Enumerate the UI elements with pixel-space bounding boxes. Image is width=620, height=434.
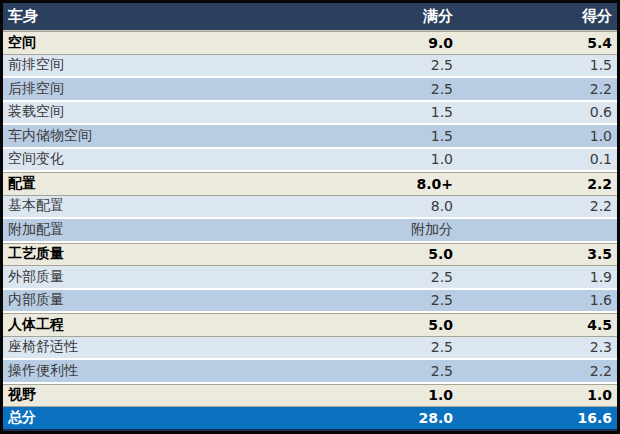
table-row: 附加配置 附加分 <box>3 219 617 243</box>
row-max-score: 2.5 <box>286 78 458 102</box>
table-row: 装载空间 1.5 0.6 <box>3 102 617 126</box>
row-label: 装载空间 <box>3 102 286 126</box>
row-label: 配置 <box>3 172 286 196</box>
row-label: 空间变化 <box>3 149 286 173</box>
table-row: 基本配置 8.0 2.2 <box>3 196 617 220</box>
total-row: 总分 28.0 16.6 <box>3 407 617 431</box>
row-score: 2.2 <box>458 360 617 384</box>
row-max-score: 9.0 <box>286 31 458 55</box>
row-max-score: 1.0 <box>286 149 458 173</box>
row-score: 4.5 <box>458 313 617 337</box>
table-row: 座椅舒适性 2.5 2.3 <box>3 337 617 361</box>
row-score: 5.4 <box>458 31 617 55</box>
table-row: 车内储物空间 1.5 1.0 <box>3 125 617 149</box>
row-max-score: 5.0 <box>286 243 458 267</box>
row-label: 前排空间 <box>3 55 286 79</box>
table-row: 人体工程 5.0 4.5 <box>3 313 617 337</box>
row-label: 附加配置 <box>3 219 286 243</box>
row-score: 2.2 <box>458 172 617 196</box>
row-score <box>458 219 617 243</box>
row-label: 外部质量 <box>3 266 286 290</box>
row-score: 0.1 <box>458 149 617 173</box>
row-score: 1.0 <box>458 384 617 408</box>
row-max-score: 2.5 <box>286 337 458 361</box>
row-score: 1.9 <box>458 266 617 290</box>
table-header-row: 车身 满分 得分 <box>3 3 617 31</box>
table-row: 空间 9.0 5.4 <box>3 31 617 55</box>
table-row: 空间变化 1.0 0.1 <box>3 149 617 173</box>
total-label: 总分 <box>3 407 286 431</box>
row-label: 内部质量 <box>3 290 286 314</box>
row-score: 2.2 <box>458 196 617 220</box>
row-score: 3.5 <box>458 243 617 267</box>
car-body-score-panel: 车身 满分 得分 空间 9.0 5.4 前排空间 2.5 1.5 后排空间 2.… <box>0 0 620 434</box>
table-row: 外部质量 2.5 1.9 <box>3 266 617 290</box>
row-label: 人体工程 <box>3 313 286 337</box>
table-row: 视野 1.0 1.0 <box>3 384 617 408</box>
row-label: 操作便利性 <box>3 360 286 384</box>
row-max-score: 8.0 <box>286 196 458 220</box>
row-max-score: 附加分 <box>286 219 458 243</box>
row-max-score: 2.5 <box>286 55 458 79</box>
row-score: 1.0 <box>458 125 617 149</box>
row-max-score: 5.0 <box>286 313 458 337</box>
row-label: 工艺质量 <box>3 243 286 267</box>
score-table: 车身 满分 得分 空间 9.0 5.4 前排空间 2.5 1.5 后排空间 2.… <box>3 3 617 431</box>
row-max-score: 1.0 <box>286 384 458 408</box>
row-label: 空间 <box>3 31 286 55</box>
table-row: 配置 8.0+ 2.2 <box>3 172 617 196</box>
row-max-score: 2.5 <box>286 360 458 384</box>
header-max-score: 满分 <box>286 3 458 31</box>
header-score: 得分 <box>458 3 617 31</box>
row-label: 车内储物空间 <box>3 125 286 149</box>
table-row: 操作便利性 2.5 2.2 <box>3 360 617 384</box>
row-score: 2.2 <box>458 78 617 102</box>
table-row: 前排空间 2.5 1.5 <box>3 55 617 79</box>
row-score: 1.6 <box>458 290 617 314</box>
row-score: 0.6 <box>458 102 617 126</box>
total-score: 16.6 <box>458 407 617 431</box>
row-score: 2.3 <box>458 337 617 361</box>
row-max-score: 8.0+ <box>286 172 458 196</box>
table-row: 后排空间 2.5 2.2 <box>3 78 617 102</box>
table-row: 内部质量 2.5 1.6 <box>3 290 617 314</box>
row-label: 座椅舒适性 <box>3 337 286 361</box>
row-max-score: 2.5 <box>286 290 458 314</box>
row-label: 基本配置 <box>3 196 286 220</box>
header-category: 车身 <box>3 3 286 31</box>
row-score: 1.5 <box>458 55 617 79</box>
total-max-score: 28.0 <box>286 407 458 431</box>
table-row: 工艺质量 5.0 3.5 <box>3 243 617 267</box>
row-max-score: 2.5 <box>286 266 458 290</box>
row-max-score: 1.5 <box>286 102 458 126</box>
row-label: 视野 <box>3 384 286 408</box>
row-label: 后排空间 <box>3 78 286 102</box>
row-max-score: 1.5 <box>286 125 458 149</box>
score-rows: 空间 9.0 5.4 前排空间 2.5 1.5 后排空间 2.5 2.2 装载空… <box>3 31 617 407</box>
